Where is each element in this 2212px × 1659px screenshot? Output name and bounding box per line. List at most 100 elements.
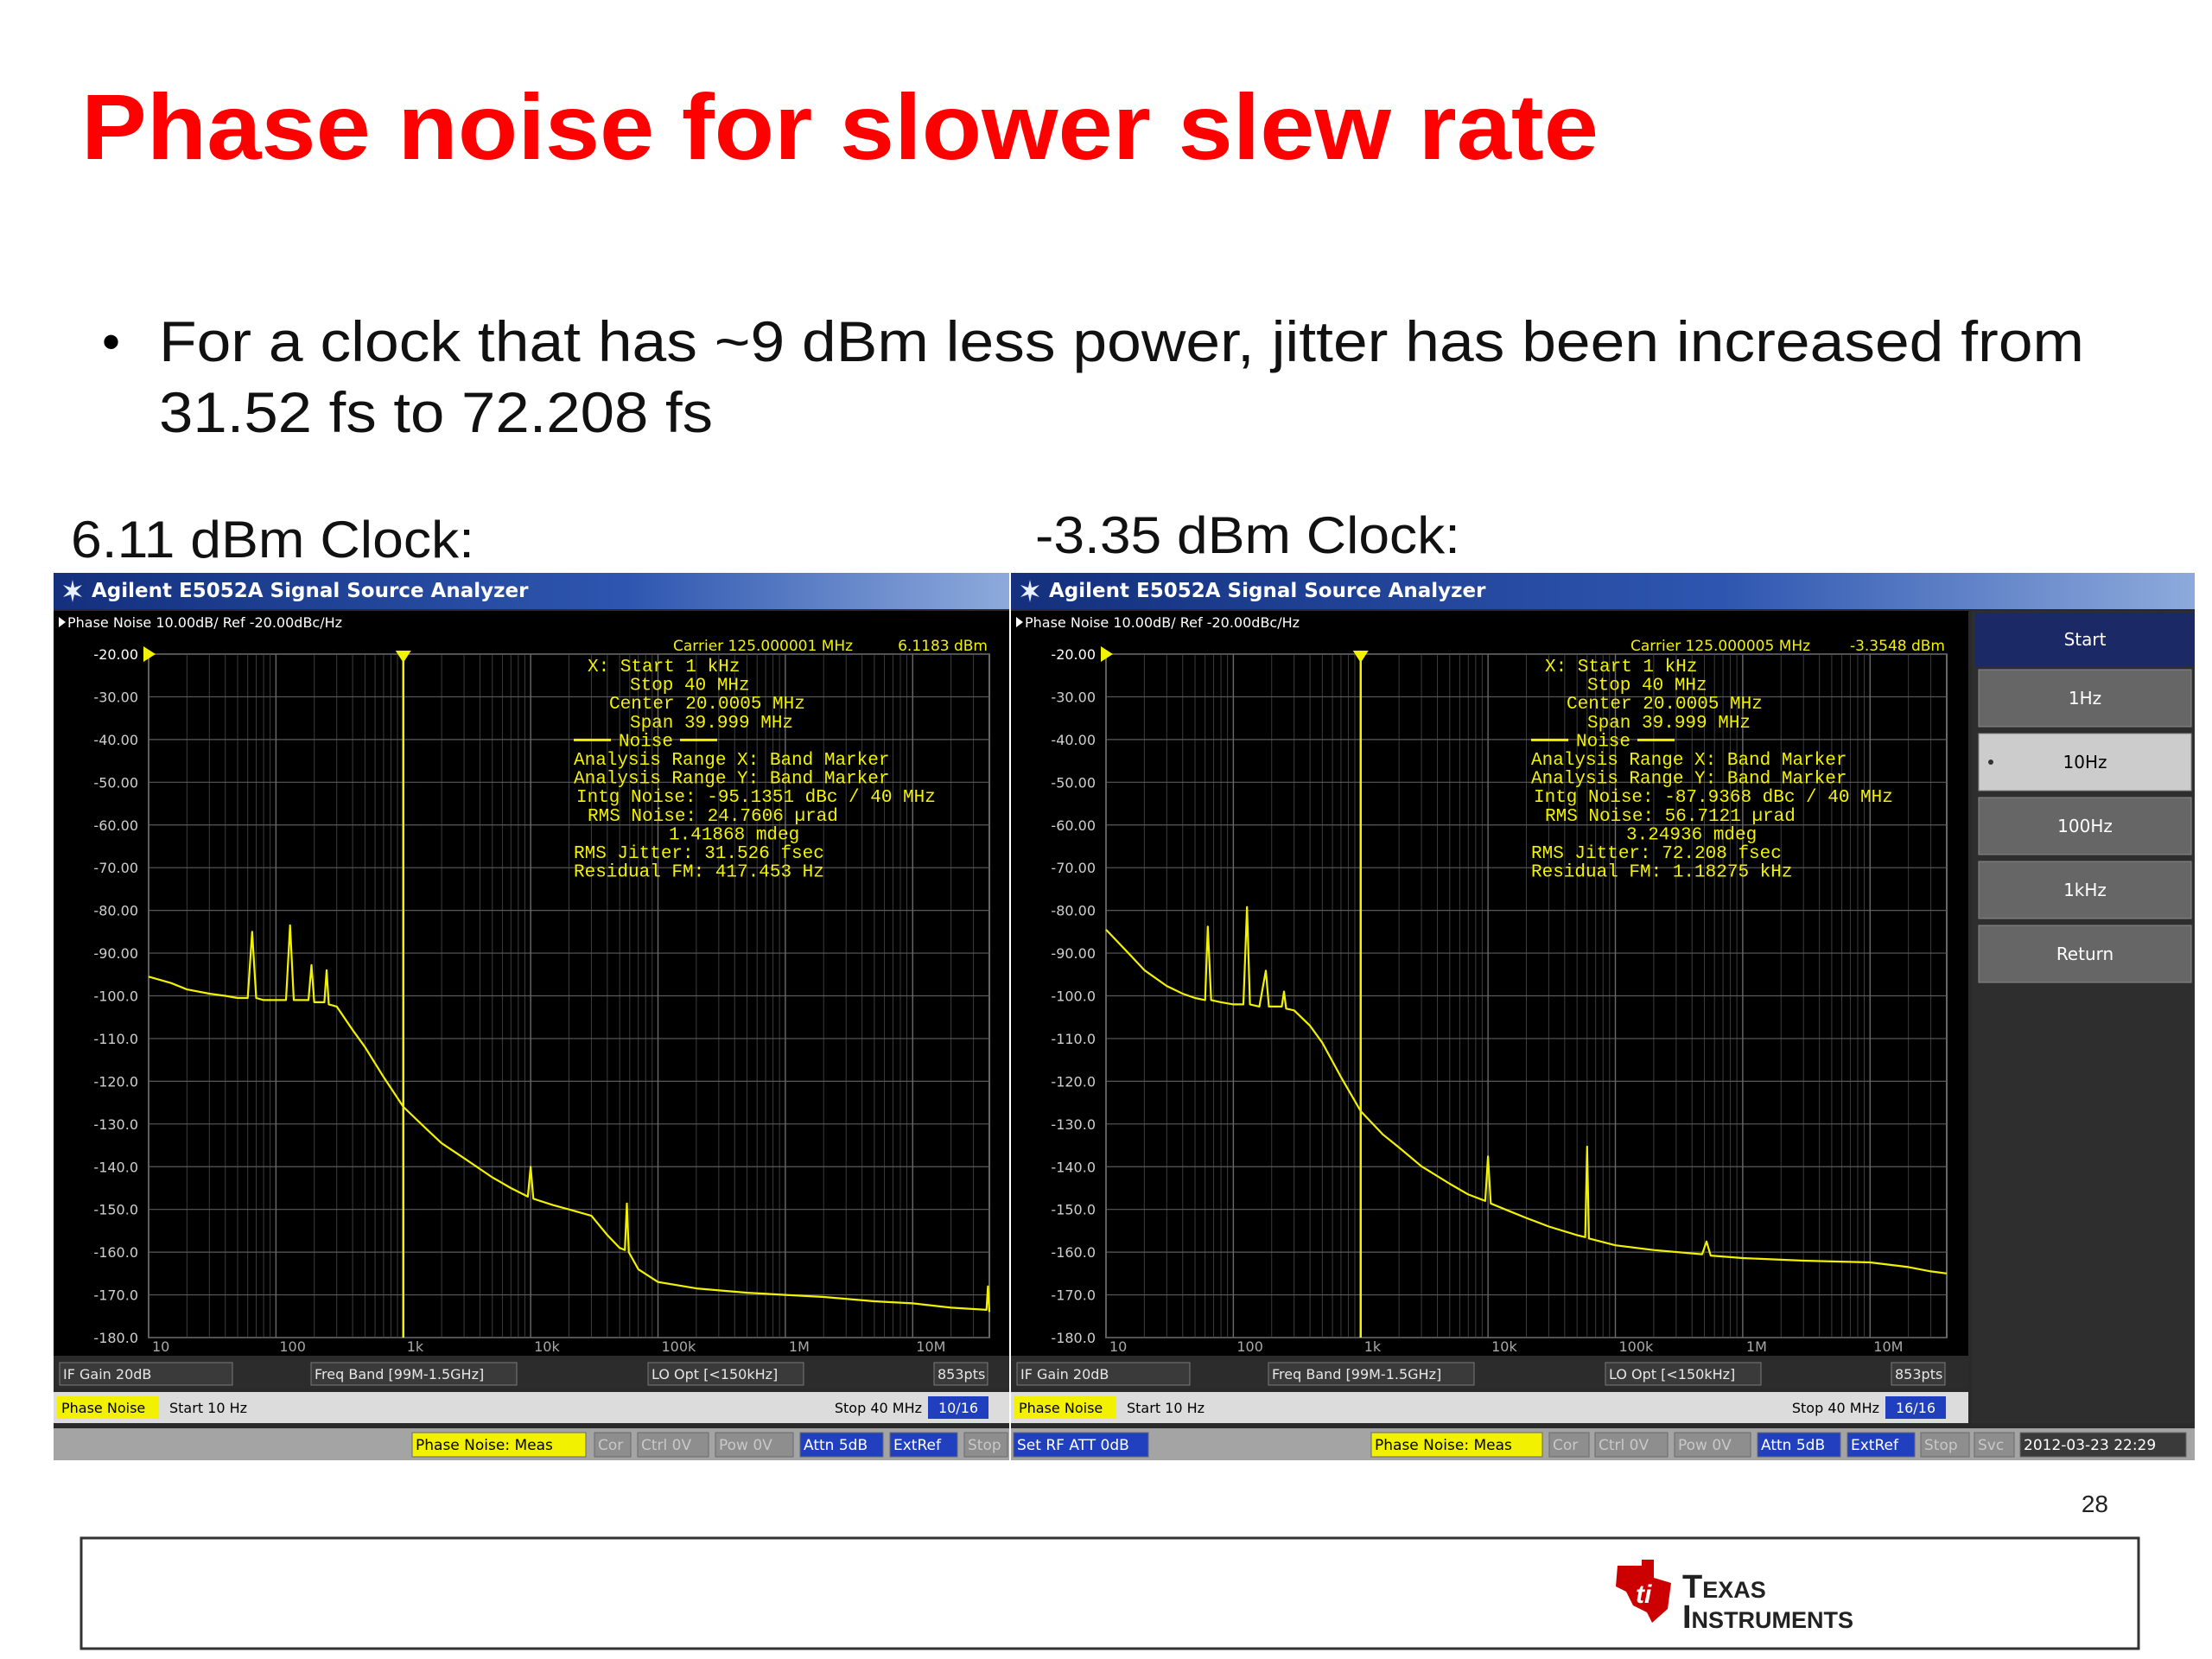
y-tick-label: -140.0 [93, 1159, 138, 1175]
logo-text: Texas [1682, 1569, 1766, 1605]
status-box [411, 1432, 587, 1458]
softkey-label[interactable]: 10Hz [2063, 752, 2107, 772]
status-item: Cor [598, 1437, 623, 1454]
softkey-panel [1972, 611, 2195, 1423]
y-tick-label: -120.0 [1051, 1073, 1096, 1090]
carrier-power: 6.1183 dBm [898, 638, 988, 655]
x-tick-label: 100 [279, 1338, 306, 1355]
softkey-button[interactable] [1978, 925, 2192, 983]
x-tick-label: 10 [152, 1338, 169, 1355]
status-box [1757, 1432, 1841, 1458]
status-box [1013, 1432, 1149, 1458]
y-tick-label: -80.00 [1051, 903, 1096, 919]
status-item: IF Gain 20dB [63, 1366, 151, 1382]
footer-box [79, 1536, 2140, 1650]
bullet-text: For a clock that has ~9 dBm less power, … [159, 309, 2084, 373]
marker-readout: X: Start 1 kHz [1545, 658, 1697, 677]
status-box [889, 1432, 958, 1458]
y-tick-label: -50.00 [93, 774, 138, 791]
y-tick-label: -100.0 [93, 988, 138, 1005]
softkey-label[interactable]: Return [2056, 944, 2113, 964]
status-box [637, 1432, 709, 1458]
title-bar [54, 573, 1009, 609]
softkey-button[interactable] [1978, 733, 2192, 791]
status-box [1268, 1362, 1475, 1386]
softkey-button[interactable] [1978, 797, 2192, 855]
y-tick-label: -160.0 [1051, 1244, 1096, 1261]
y-tick-label: -170.0 [93, 1287, 138, 1304]
marker-readout: RMS Noise: 56.7121 µrad [1545, 807, 1796, 827]
y-tick-label: -40.00 [1051, 732, 1096, 748]
status-item: Ctrl 0V [641, 1437, 691, 1454]
status-box [1974, 1432, 2015, 1458]
marker-readout: RMS Jitter: 72.208 fsec [1531, 844, 1782, 864]
status-item: Svc [1978, 1437, 2004, 1454]
page-number: 28 [2082, 1491, 2108, 1517]
status-item: Phase Noise [1019, 1400, 1103, 1416]
y-tick-label: -50.00 [1051, 774, 1096, 791]
marker-readout: Analysis Range X: Band Marker [574, 751, 889, 771]
softkey-button[interactable] [1978, 861, 2192, 919]
softkey-title: Start [2064, 629, 2107, 650]
analyzer-window: Agilent E5052A Signal Source Analyzer Pha… [54, 573, 1009, 1460]
status-box [1014, 1396, 1116, 1419]
status-item: 853pts [938, 1366, 985, 1382]
trace [148, 924, 991, 1313]
y-tick-label: -90.00 [93, 945, 138, 962]
title-bar [1011, 573, 2195, 609]
carrier-frequency: Carrier 125.000001 MHz [673, 638, 853, 655]
status-item: ExtRef [893, 1437, 942, 1454]
status-box [799, 1432, 884, 1458]
status-box [1016, 1362, 1191, 1386]
x-tick-label: 1k [407, 1338, 424, 1355]
status-box [715, 1432, 794, 1458]
softkey-label[interactable]: 1kHz [2063, 880, 2107, 900]
y-tick-label: -140.0 [1051, 1159, 1096, 1175]
status-item: Stop 40 MHz [1792, 1400, 1879, 1416]
trace-header: Phase Noise 10.00dB/ Ref -20.00dBc/Hz [1025, 614, 1300, 631]
y-tick-label: -120.0 [93, 1073, 138, 1090]
y-tick-label: -110.0 [1051, 1031, 1096, 1047]
x-tick-label: 1k [1364, 1338, 1382, 1355]
status-item: Ctrl 0V [1599, 1437, 1649, 1454]
y-tick-label: -110.0 [93, 1031, 138, 1047]
status-item: Stop [1924, 1437, 1958, 1454]
marker-readout: 1.41868 mdeg [669, 825, 799, 845]
carrier-power: -3.3548 dBm [1850, 638, 1945, 655]
x-tick-label: 100k [1619, 1338, 1655, 1355]
x-tick-label: 10k [534, 1338, 560, 1355]
y-tick-label: -20.00 [93, 646, 138, 663]
ref-pointer [143, 646, 156, 662]
status-box [928, 1396, 988, 1419]
y-tick-label: -160.0 [93, 1244, 138, 1261]
window-title: Agilent E5052A Signal Source Analyzer [1049, 580, 1486, 602]
analyzer-window: Agilent E5052A Signal Source Analyzer Pha… [1011, 573, 2195, 1460]
marker-readout: RMS Jitter: 31.526 fsec [574, 844, 824, 864]
window-title: Agilent E5052A Signal Source Analyzer [92, 580, 529, 602]
panel-label: 6.11 dBm Clock: [71, 511, 474, 569]
y-tick-label: -180.0 [93, 1330, 138, 1346]
y-tick-label: -20.00 [1051, 646, 1096, 663]
marker-readout: Span 39.999 MHz [1587, 714, 1751, 734]
marker-readout: Stop 40 MHz [1587, 677, 1707, 696]
x-tick-label: 1M [1746, 1338, 1767, 1355]
status-item: Start 10 Hz [1127, 1400, 1205, 1416]
y-tick-label: -150.0 [93, 1202, 138, 1218]
y-tick-label: -70.00 [1051, 860, 1096, 876]
x-tick-label: 10M [1873, 1338, 1903, 1355]
y-tick-label: -90.00 [1051, 945, 1096, 962]
marker-readout: Noise [619, 732, 673, 752]
marker-readout: Span 39.999 MHz [630, 714, 793, 734]
y-tick-label: -30.00 [1051, 689, 1096, 705]
status-item: LO Opt [<150kHz] [1609, 1366, 1735, 1382]
status-item: Set RF ATT 0dB [1017, 1437, 1129, 1454]
x-tick-label: 100 [1236, 1338, 1263, 1355]
softkey-button[interactable] [1978, 669, 2192, 728]
softkey-label[interactable]: 100Hz [2057, 816, 2113, 836]
status-box [59, 1362, 233, 1386]
marker-readout: Analysis Range Y: Band Marker [574, 770, 889, 790]
y-tick-label: -150.0 [1051, 1202, 1096, 1218]
trace-header: Phase Noise 10.00dB/ Ref -20.00dBc/Hz [67, 614, 342, 631]
softkey-title-bg [1975, 613, 2195, 666]
softkey-label[interactable]: 1Hz [2069, 688, 2101, 709]
